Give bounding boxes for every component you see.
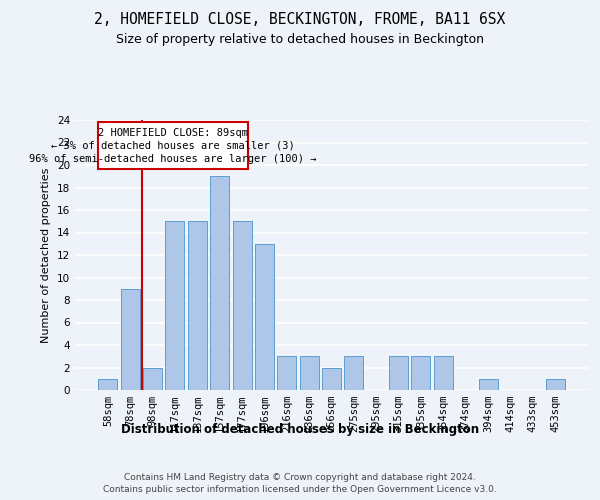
Bar — [434, 356, 453, 390]
Bar — [98, 379, 118, 390]
Text: 96% of semi-detached houses are larger (100) →: 96% of semi-detached houses are larger (… — [29, 154, 316, 164]
Bar — [277, 356, 296, 390]
Bar — [166, 221, 184, 390]
Bar — [255, 244, 274, 390]
Text: 2, HOMEFIELD CLOSE, BECKINGTON, FROME, BA11 6SX: 2, HOMEFIELD CLOSE, BECKINGTON, FROME, B… — [94, 12, 506, 28]
Bar — [188, 221, 207, 390]
Text: Contains HM Land Registry data © Crown copyright and database right 2024.: Contains HM Land Registry data © Crown c… — [124, 472, 476, 482]
Bar — [210, 176, 229, 390]
Text: 2 HOMEFIELD CLOSE: 89sqm: 2 HOMEFIELD CLOSE: 89sqm — [98, 128, 248, 138]
Bar — [322, 368, 341, 390]
Y-axis label: Number of detached properties: Number of detached properties — [41, 168, 52, 342]
Text: Size of property relative to detached houses in Beckington: Size of property relative to detached ho… — [116, 32, 484, 46]
Bar — [479, 379, 497, 390]
Text: Distribution of detached houses by size in Beckington: Distribution of detached houses by size … — [121, 422, 479, 436]
Bar — [389, 356, 408, 390]
Bar — [233, 221, 251, 390]
Bar — [344, 356, 364, 390]
Text: Contains public sector information licensed under the Open Government Licence v3: Contains public sector information licen… — [103, 485, 497, 494]
Bar — [143, 368, 162, 390]
Bar — [412, 356, 430, 390]
Text: ← 3% of detached houses are smaller (3): ← 3% of detached houses are smaller (3) — [51, 141, 295, 151]
Bar — [299, 356, 319, 390]
Bar — [121, 289, 140, 390]
FancyBboxPatch shape — [98, 122, 248, 170]
Bar — [545, 379, 565, 390]
